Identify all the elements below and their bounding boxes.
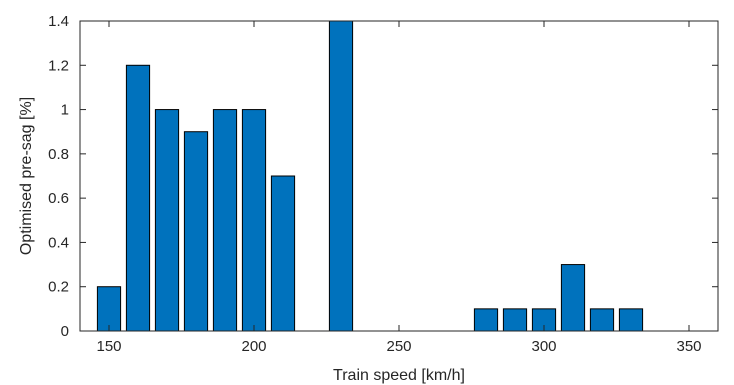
- y-tick-label: 0.2: [48, 279, 69, 296]
- y-tick-label: 1: [61, 102, 69, 119]
- bar-160: [125, 64, 151, 332]
- y-tick-label: 1.4: [48, 13, 69, 30]
- bar-280: [473, 308, 499, 332]
- bar-330: [618, 308, 644, 332]
- x-axis-label: Train speed [km/h]: [333, 367, 465, 384]
- y-tick-label: 0: [61, 323, 69, 340]
- bar-230: [328, 20, 354, 332]
- bar-170: [154, 109, 180, 332]
- y-tick-label: 1.2: [48, 57, 69, 74]
- bar-200: [241, 109, 267, 332]
- x-tick-label: 350: [676, 338, 701, 355]
- bar-210: [270, 175, 296, 332]
- y-tick-label: 0.8: [48, 146, 69, 163]
- bar-190: [212, 109, 238, 332]
- axis-ticks: [80, 20, 718, 332]
- x-tick-label: 300: [531, 338, 556, 355]
- bar-series: [96, 20, 644, 332]
- y-tick-label: 0.6: [48, 190, 69, 207]
- bar-150: [96, 286, 122, 332]
- x-axis-tick-labels: 150 200 250 300 350: [96, 338, 701, 355]
- y-axis-label: Optimised pre-sag [%]: [18, 97, 35, 255]
- y-tick-label: 0.4: [48, 234, 69, 251]
- x-tick-label: 250: [386, 338, 411, 355]
- bar-180: [183, 131, 209, 332]
- bar-320: [589, 308, 615, 332]
- x-tick-label: 200: [241, 338, 266, 355]
- bar-310: [560, 264, 586, 332]
- bar-290: [502, 308, 528, 332]
- x-tick-label: 150: [96, 338, 121, 355]
- y-axis-tick-labels: 0 0.2 0.4 0.6 0.8 1 1.2 1.4: [48, 13, 69, 340]
